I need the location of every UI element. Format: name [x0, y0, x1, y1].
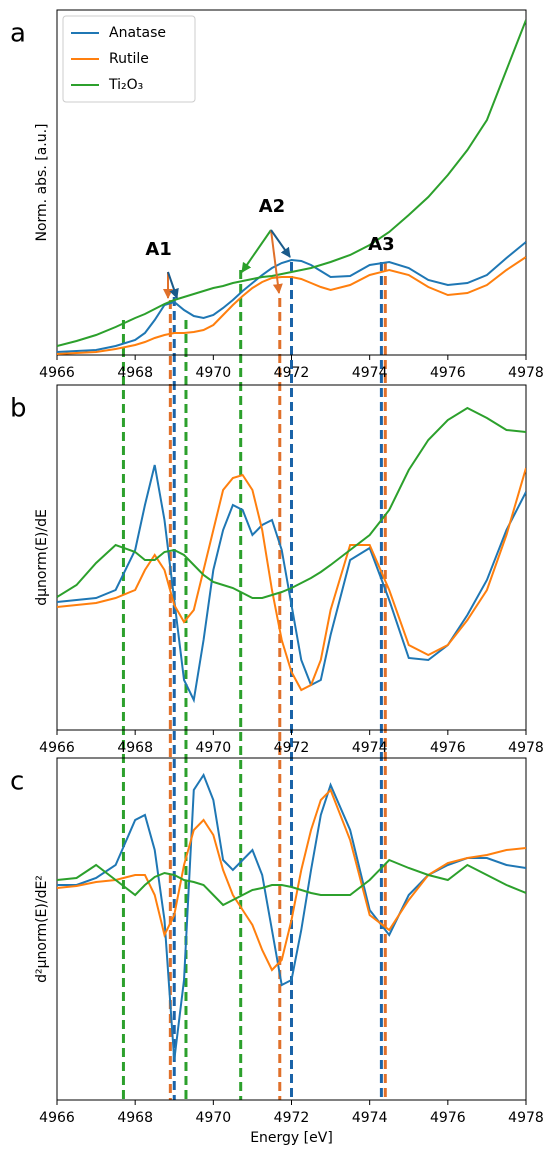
panel-label: a	[10, 19, 26, 49]
x-tick-label: 4978	[508, 365, 544, 381]
x-tick-label: 4968	[117, 740, 153, 756]
x-tick-label: 4970	[196, 740, 232, 756]
series-group	[57, 19, 526, 355]
x-tick-label: 4970	[196, 365, 232, 381]
series-group	[57, 772, 526, 1061]
y-axis-label: Norm. abs. [a.u.]	[34, 123, 50, 241]
y-axis-label: dμnorm(E)/dE	[34, 509, 50, 606]
series-group	[57, 406, 526, 704]
x-tick-label: 4972	[274, 1110, 310, 1126]
series-line	[57, 19, 526, 347]
y-axis-label: d²μnorm(E)/dE²	[34, 875, 50, 983]
legend: Anatase Rutile Ti₂O₃	[62, 15, 196, 103]
arrow	[167, 271, 179, 299]
x-tick-label: 4974	[352, 1110, 388, 1126]
x-tick-label: 4970	[196, 1110, 232, 1126]
panel-label: b	[10, 394, 27, 424]
series-line	[57, 788, 526, 972]
arrow	[241, 229, 272, 273]
x-tick-label: 4966	[39, 365, 75, 381]
series-line	[57, 406, 526, 599]
annotation: A2	[259, 196, 285, 217]
x-tick-label: 4976	[430, 1110, 466, 1126]
series-line	[57, 256, 526, 355]
x-tick-label: 4974	[352, 365, 388, 381]
annotation: A1	[145, 239, 171, 260]
vline-layer	[121, 262, 387, 1100]
panel-label: c	[10, 767, 24, 797]
legend-label: Anatase	[109, 25, 166, 41]
series-line	[57, 858, 526, 907]
x-tick-label: 4976	[430, 740, 466, 756]
x-axis-label: Energy [eV]	[250, 1130, 333, 1146]
x-tick-label: 4968	[117, 1110, 153, 1126]
x-tick-label: 4968	[117, 365, 153, 381]
x-tick-label: 4974	[352, 740, 388, 756]
x-tick-label: 4972	[274, 740, 310, 756]
annotation: A3	[368, 234, 394, 255]
legend-box	[62, 15, 196, 103]
x-tick-label: 4978	[508, 740, 544, 756]
series-line	[57, 464, 526, 704]
arrows	[163, 229, 291, 299]
x-tick-label: 4966	[39, 740, 75, 756]
arrow	[270, 229, 291, 258]
legend-label: Ti₂O₃	[108, 77, 143, 93]
arrow	[270, 229, 283, 294]
series-line	[57, 772, 526, 1061]
series-line	[57, 241, 526, 353]
x-tick-label: 4978	[508, 1110, 544, 1126]
x-tick-label: 4966	[39, 1110, 75, 1126]
plot-layer: 4966 4968 4970 4972 4974 4976 4978 a Norm. abs. …	[10, 9, 544, 1146]
x-tick-label: 4976	[430, 365, 466, 381]
x-tick-label: 4972	[274, 365, 310, 381]
legend-label: Rutile	[109, 51, 149, 67]
